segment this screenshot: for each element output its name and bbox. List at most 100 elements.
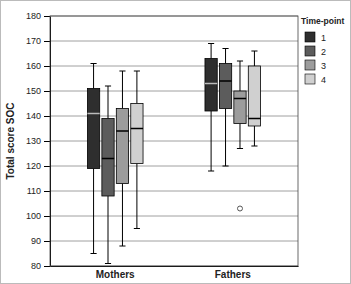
median <box>248 118 260 120</box>
upper-whisker <box>254 51 255 66</box>
y-axis: 80 90 100 110 120 130 140 150 160 170 180 <box>26 11 51 271</box>
y-tick-mark <box>44 141 50 142</box>
box-group <box>234 61 246 211</box>
lower-whisker <box>122 184 123 247</box>
y-tick: 180 <box>26 11 50 21</box>
whisker-cap-min <box>134 228 140 229</box>
whisker-cap-min <box>119 246 125 247</box>
grid-line <box>50 216 298 217</box>
y-tick-label: 160 <box>26 61 41 71</box>
whisker-cap-max <box>119 71 125 72</box>
median <box>131 128 143 130</box>
upper-whisker <box>225 49 226 64</box>
box <box>219 64 231 109</box>
y-tick: 90 <box>31 236 50 246</box>
y-tick: 100 <box>26 211 50 221</box>
y-tick: 80 <box>31 261 50 271</box>
grid-line <box>50 191 298 192</box>
y-tick-label: 170 <box>26 36 41 46</box>
y-tick: 170 <box>26 36 50 46</box>
box <box>87 89 99 169</box>
outlier <box>237 206 242 211</box>
y-axis-title: Total score SOC <box>5 102 16 179</box>
upper-whisker <box>136 71 137 104</box>
box-group <box>205 44 217 172</box>
y-tick-label: 120 <box>26 161 41 171</box>
upper-whisker <box>122 71 123 109</box>
median <box>102 158 114 160</box>
box-group <box>219 49 231 167</box>
y-tick: 150 <box>26 86 50 96</box>
legend-swatch <box>305 74 315 84</box>
box <box>248 66 260 126</box>
y-tick: 120 <box>26 161 50 171</box>
y-tick-mark <box>44 191 50 192</box>
lower-whisker <box>254 126 255 146</box>
y-tick-label: 100 <box>26 211 41 221</box>
x-tick-label: Mothers <box>96 269 135 280</box>
whisker-cap-max <box>90 63 96 64</box>
y-tick-label: 80 <box>31 261 41 271</box>
y-tick-mark <box>44 116 50 117</box>
whisker-cap-max <box>237 61 243 62</box>
box <box>205 59 217 112</box>
upper-whisker <box>211 44 212 59</box>
upper-whisker <box>93 64 94 89</box>
legend-swatch <box>305 46 315 56</box>
y-tick-label: 140 <box>26 111 41 121</box>
median <box>87 113 99 115</box>
legend-swatch <box>305 32 315 42</box>
legend-label: 1 <box>321 33 326 43</box>
y-tick: 140 <box>26 111 50 121</box>
whisker-cap-max <box>134 71 140 72</box>
legend-label: 3 <box>321 61 326 71</box>
x-tick-label: Fathers <box>215 269 252 280</box>
y-tick-mark <box>44 241 50 242</box>
y-tick-mark <box>44 166 50 167</box>
y-tick-label: 130 <box>26 136 41 146</box>
y-tick-mark <box>44 16 50 17</box>
outer-frame <box>1 1 351 284</box>
whisker-cap-min <box>208 171 214 172</box>
y-tick: 110 <box>27 186 50 196</box>
y-tick-mark <box>44 216 50 217</box>
box <box>116 109 128 184</box>
whisker-cap-min <box>251 146 257 147</box>
whisker-cap-min <box>222 166 228 167</box>
y-tick: 160 <box>26 61 50 71</box>
box-group <box>248 51 260 146</box>
box <box>102 119 114 197</box>
box <box>234 91 246 124</box>
median <box>116 130 128 132</box>
y-tick-label: 110 <box>27 186 41 196</box>
y-tick-mark <box>44 91 50 92</box>
lower-whisker <box>136 164 137 229</box>
legend-swatch <box>305 60 315 70</box>
chart: 80 90 100 110 120 130 140 150 160 170 180 Mothers Fa… <box>0 0 351 284</box>
whisker-cap-max <box>105 86 111 87</box>
box-group <box>131 71 143 229</box>
y-tick-label: 180 <box>26 11 41 21</box>
median <box>205 83 217 85</box>
grid <box>50 16 298 266</box>
lower-whisker <box>239 124 240 149</box>
x-tick: Mothers <box>96 266 135 280</box>
legend-title: Time-point <box>301 16 344 26</box>
whisker-cap-max <box>208 43 214 44</box>
legend-label: 4 <box>321 75 326 85</box>
whisker-cap-min <box>237 148 243 149</box>
legend-label: 2 <box>321 47 326 57</box>
box <box>131 104 143 164</box>
whisker-cap-min <box>105 263 111 264</box>
y-tick-label: 150 <box>26 86 41 96</box>
grid-line <box>50 241 298 242</box>
grid-line <box>50 41 298 42</box>
boxes <box>87 44 260 264</box>
median <box>234 98 246 100</box>
x-axis: Mothers Fathers <box>51 266 299 280</box>
median <box>219 80 231 82</box>
box-group <box>102 86 114 264</box>
y-tick: 130 <box>26 136 50 146</box>
box-group <box>87 64 99 254</box>
lower-whisker <box>211 111 212 171</box>
